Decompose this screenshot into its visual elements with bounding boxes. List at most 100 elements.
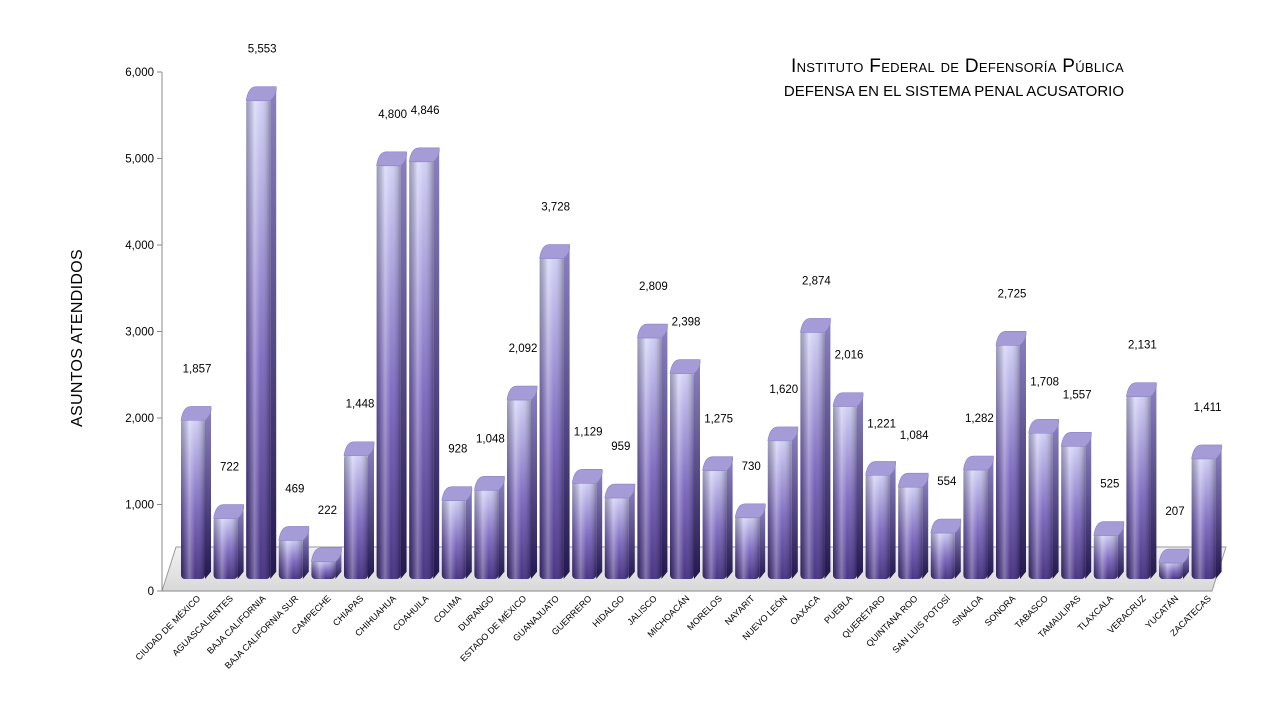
y-tick-label: 2,000 [125,413,154,425]
data-label: 1,857 [183,363,212,375]
data-label: 1,282 [965,413,994,425]
data-label: 4,800 [378,109,407,121]
bar-side [824,323,831,579]
bar-top [832,392,864,407]
bar-side [205,411,211,579]
bar-side [889,466,896,579]
bar [963,455,994,579]
bar [702,456,734,579]
bar [734,503,766,579]
data-label: 2,092 [509,343,538,355]
bar-shine [735,515,760,579]
bar-top [897,472,929,488]
bar [245,86,277,579]
bar-side [987,460,994,579]
data-label: 2,016 [835,350,864,362]
data-label: 1,448 [346,399,375,411]
x-tick-label: OAXACA [788,593,822,627]
bar-shine [474,488,499,579]
data-labels: 1,857 722 5,553 469 222 1,448 4,800 4,846 928 1,0… [183,44,1222,518]
bar-top [1158,548,1190,564]
bar [474,476,505,579]
x-tick-label: COLIMA [432,593,463,624]
x-tick-label: PUEBLA [822,593,854,625]
bar [1126,382,1157,579]
bar-shine [572,481,597,579]
bar-top [930,518,962,534]
data-label: 525 [1100,479,1119,491]
bar [1158,548,1190,579]
data-label: 3,728 [541,202,570,214]
bar-top [474,476,505,491]
bar-side [1117,526,1124,579]
bar-top [800,318,831,333]
bar-shine [670,371,694,579]
bar-top [506,385,538,401]
bar-top [278,526,310,541]
chart-subtitle: DEFENSA EN EL SISTEMA PENAL ACUSATORIO [783,83,1124,100]
bar-top [245,86,277,101]
bar-side [563,249,570,579]
bar-side [628,488,635,579]
bar-shine [409,159,434,580]
bar-side [1215,449,1222,579]
bar-top [1191,444,1223,460]
data-label: 5,553 [248,44,277,56]
bar-side [661,328,668,579]
bar-side [531,390,537,579]
bar-shine [996,343,1020,579]
bar-top [637,323,668,339]
bar-top [1126,382,1157,397]
x-tick-label: AGUASCALIENTES [170,593,235,658]
bar-top [311,547,342,563]
bar-side [1052,424,1059,579]
bar-top [604,483,636,499]
x-tick-label: SAN LUIS POTOSÍ [890,593,952,655]
y-tick-label: 0 [148,586,154,598]
bar-top [1060,432,1092,447]
data-label: 554 [937,476,957,488]
bar [278,526,310,579]
bar-shine [1028,431,1053,579]
bar-side [400,156,407,579]
bar-side [1085,437,1092,579]
bar [311,547,342,579]
bar [1191,444,1223,579]
chart-title: Instituto Federal de Defensoría Pública [790,56,1124,77]
bar [180,406,212,579]
y-tick-label: 1,000 [125,500,154,512]
bar-side [759,508,766,579]
bar-shine [344,453,368,579]
data-label: 207 [1165,506,1184,518]
bar [669,359,701,579]
bar-side [237,509,244,579]
bar-shine [702,468,727,579]
bar-shine [1061,444,1086,579]
bar-side [465,491,472,579]
y-tick-label: 5,000 [125,154,154,166]
bar-shine [1159,561,1183,579]
x-tick-label: CIUDAD DE MÉXICO [133,593,202,662]
bar-shine [507,398,531,579]
bar-shine [311,559,336,579]
bar-shine [637,336,662,579]
bar [408,147,440,580]
data-label: 730 [742,461,761,473]
bar [1060,432,1092,579]
bar [571,469,603,579]
bars [180,86,1223,580]
bar-shine [1093,533,1118,579]
bar-shine [1191,456,1216,579]
data-label: 2,398 [672,317,701,329]
x-tick-label: BAJA CALIFORNIA [205,593,268,656]
data-label: 959 [611,441,630,453]
bar [1093,521,1125,579]
bar-side [433,152,440,579]
data-label: 1,557 [1063,389,1092,401]
x-tick-label: COAHUILA [391,593,431,633]
bar-side [726,461,733,579]
bar-top [343,441,375,457]
data-label: 928 [448,444,467,456]
bar [1028,418,1060,579]
